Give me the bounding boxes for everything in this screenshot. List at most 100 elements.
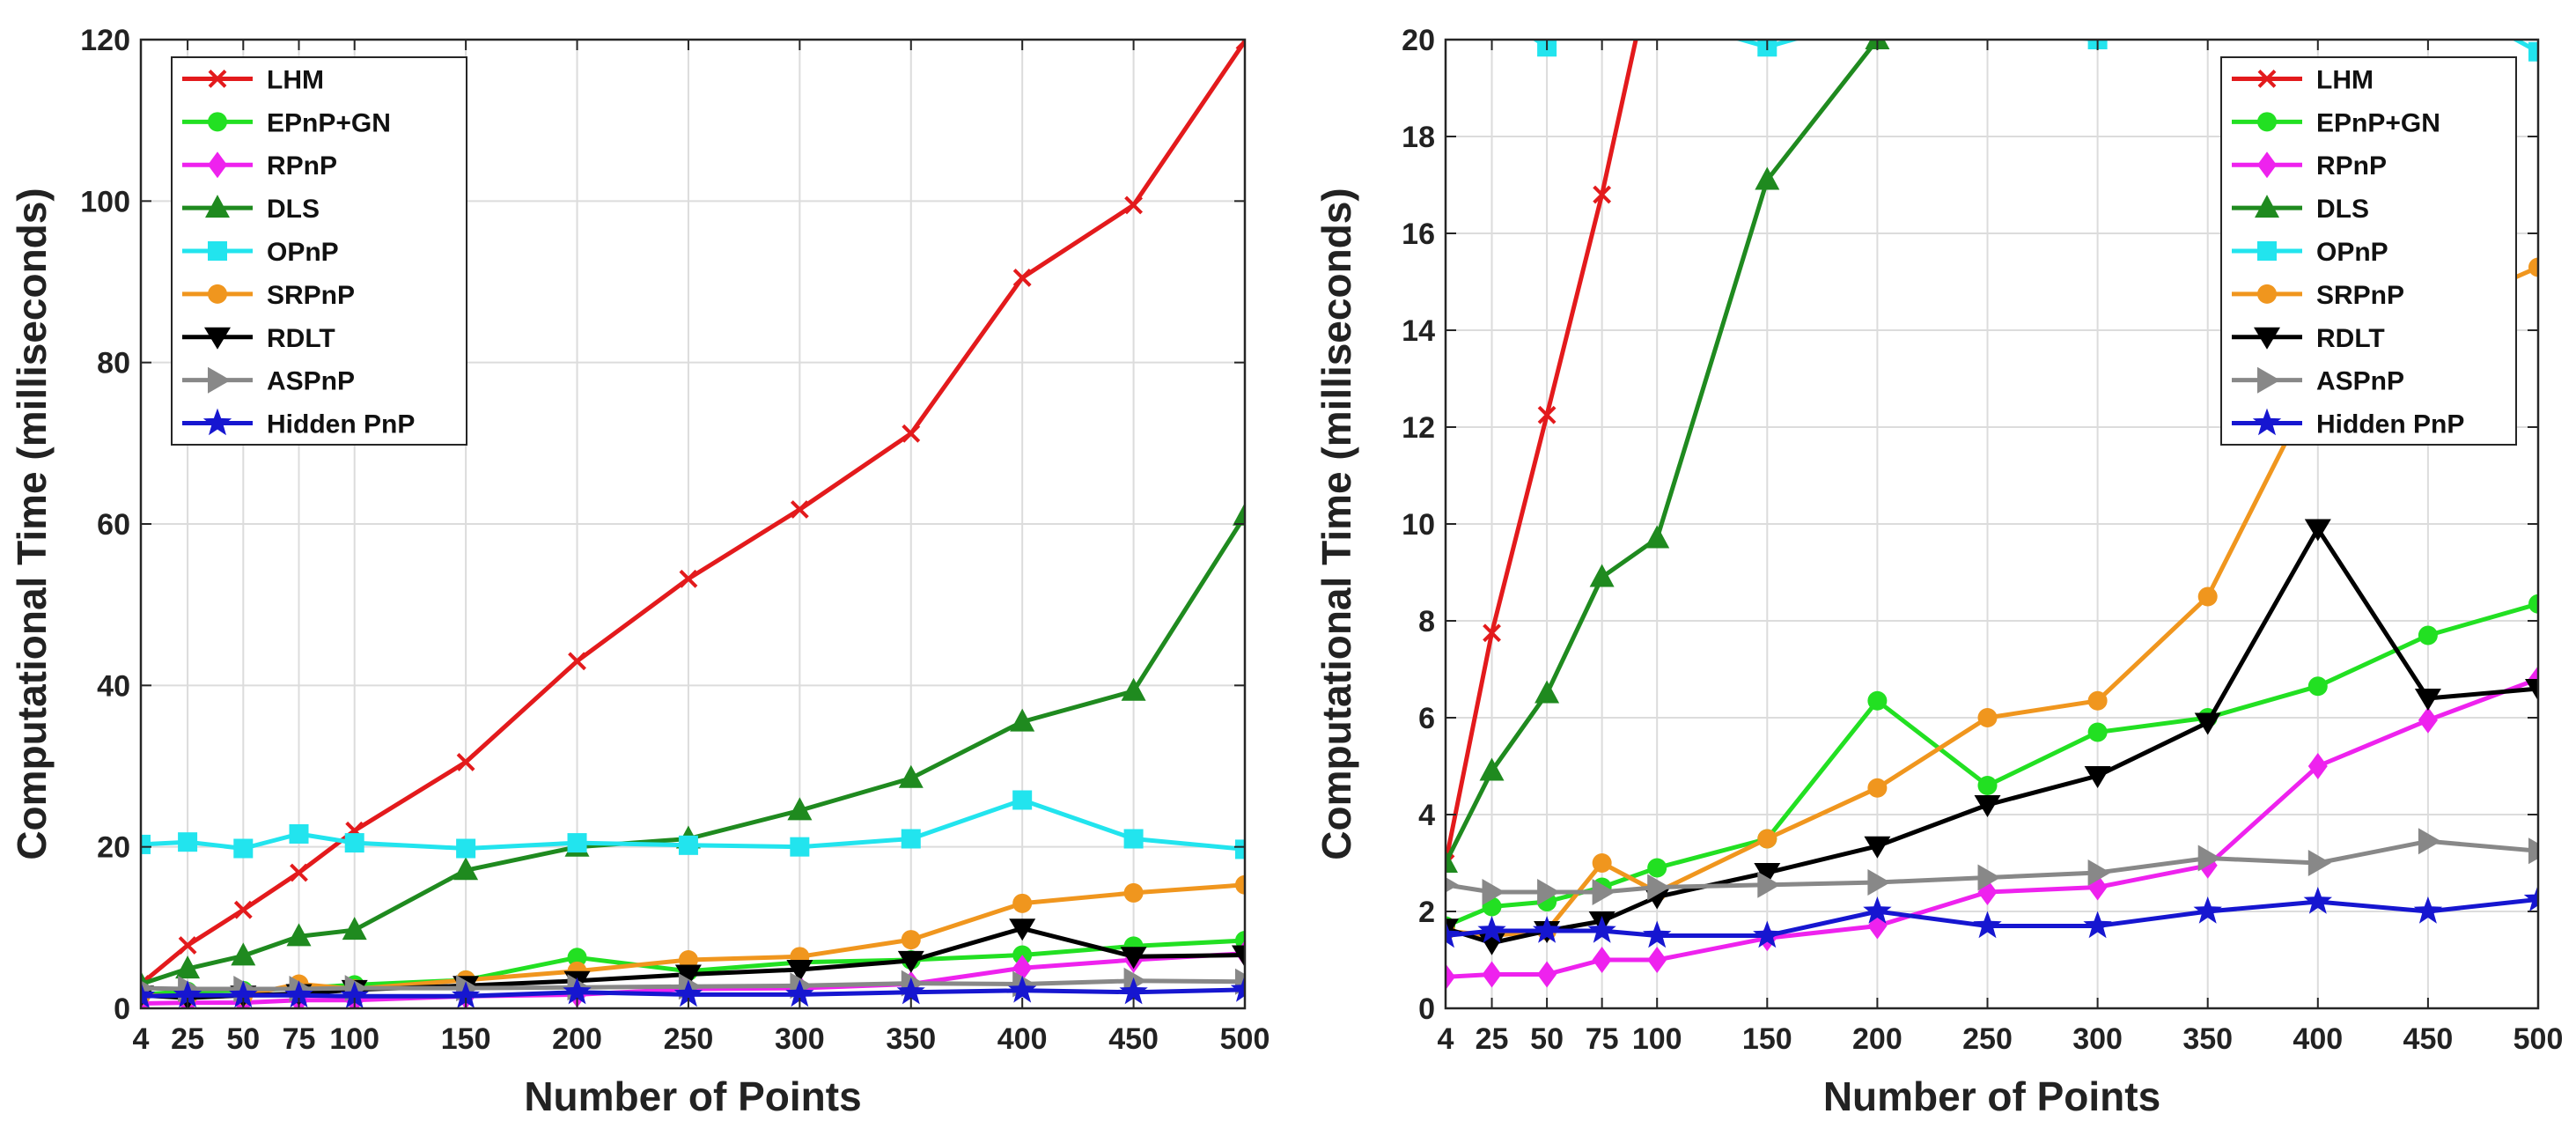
data-point-lhm-11 <box>1124 195 1144 215</box>
data-point-lhm-1 <box>178 936 197 955</box>
data-point-dls-5 <box>1755 166 1780 190</box>
series-group <box>141 40 1245 1008</box>
x-tick-label-1: 25 <box>1476 1022 1509 1056</box>
data-point-hidden-pnp-5 <box>1753 920 1782 948</box>
legend-label-opnp: OPnP <box>2316 238 2388 267</box>
legend-label-srpnp: SRPnP <box>2316 281 2404 310</box>
data-point-rdlt-11 <box>2414 689 2441 711</box>
data-point-rdlt-10 <box>1009 918 1036 941</box>
data-point-hidden-pnp-8 <box>2083 911 2112 939</box>
data-point-lhm-7-stroke-b <box>679 569 698 588</box>
legend: LHM EPnP+GN RPnP DLS OPnP SRPnP RDLT ASPnP Hidde… <box>171 56 467 446</box>
y-tick-label-0: 0 <box>114 992 130 1026</box>
data-point-dls-5 <box>453 857 479 881</box>
data-point-opnp-9 <box>901 829 921 849</box>
data-point-dls-12 <box>1233 502 1245 526</box>
data-point-dls-2 <box>231 942 256 966</box>
data-point-opnp-12 <box>2528 41 2538 62</box>
legend-marker-rpnp <box>208 151 227 179</box>
legend-marker-srpnp <box>2257 284 2277 304</box>
data-point-rpnp-0 <box>1446 963 1455 991</box>
y-tick-label-1: 20 <box>97 831 130 865</box>
legend-marker-dls <box>2255 195 2279 218</box>
y-tick-label-8: 16 <box>1402 218 1435 251</box>
data-point-lhm-3-stroke-b <box>1593 185 1612 204</box>
legend-marker-epnp-gn <box>2257 112 2277 132</box>
data-point-srpnp-9 <box>2197 586 2218 607</box>
legend-item-srpnp: SRPnP <box>182 281 355 310</box>
data-point-rpnp-1 <box>1482 961 1502 988</box>
x-tick-label-10: 400 <box>2293 1022 2343 1056</box>
data-point-rdlt-10 <box>2304 519 2331 542</box>
x-tick-label-5: 150 <box>441 1022 491 1056</box>
data-point-rpnp-3 <box>1592 947 1612 973</box>
legend-label-dls: DLS <box>267 195 320 224</box>
legend-item-srpnp: SRPnP <box>2232 281 2404 310</box>
legend-label-opnp: OPnP <box>267 238 339 267</box>
x-tick-label-4: 100 <box>329 1022 379 1056</box>
legend-label-hidden-pnp: Hidden PnP <box>2316 410 2464 439</box>
data-point-lhm-3-stroke-b <box>290 863 308 882</box>
x-tick-label-8: 300 <box>2072 1022 2123 1056</box>
y-tick-label-9: 18 <box>1402 121 1435 154</box>
legend-label-dls: DLS <box>2316 195 2369 224</box>
legend-item-dls: DLS <box>182 195 320 224</box>
data-point-srpnp-10 <box>1012 893 1033 913</box>
data-point-rdlt-9 <box>897 950 924 973</box>
data-point-lhm-2-stroke-b <box>1537 405 1557 424</box>
data-point-srpnp-3 <box>1592 853 1612 873</box>
data-point-hidden-pnp-11 <box>1119 977 1148 1005</box>
legend-marker-rdlt <box>2254 327 2280 350</box>
data-point-dls-1 <box>1479 757 1505 781</box>
data-point-dls-7 <box>1976 0 2000 1</box>
data-point-opnp-1 <box>178 832 198 852</box>
data-point-epnp-gn-8 <box>2087 722 2108 742</box>
data-point-lhm-10-stroke-b <box>1012 269 1032 287</box>
data-point-lhm-2 <box>1537 405 1557 424</box>
x-tick-label-5: 150 <box>1742 1022 1792 1056</box>
data-point-hidden-pnp-3 <box>284 980 313 1008</box>
data-point-dls-10 <box>1010 708 1035 732</box>
y-axis-label: Computational Time (milliseconds) <box>9 188 55 859</box>
data-point-opnp-7 <box>1977 20 1997 40</box>
data-point-aspnp-6 <box>1867 869 1891 896</box>
data-point-srpnp-6 <box>1867 778 1888 798</box>
legend-item-lhm: LHM <box>182 65 324 94</box>
data-point-srpnp-5 <box>1757 829 1777 849</box>
y-tick-label-4: 80 <box>97 347 130 380</box>
data-point-srpnp-8 <box>2087 690 2108 711</box>
legend-label-rdlt: RDLT <box>2316 324 2385 353</box>
data-point-epnp-gn-11 <box>2418 625 2438 645</box>
data-point-aspnp-7 <box>1977 864 2001 891</box>
data-point-lhm-1 <box>1483 623 1501 643</box>
x-tick-label-11: 450 <box>2403 1022 2454 1056</box>
legend-marker-epnp-gn <box>208 112 227 132</box>
legend-label-rpnp: RPnP <box>2316 151 2387 181</box>
data-point-opnp-9 <box>2198 0 2218 1</box>
data-point-rdlt-9 <box>2194 712 2221 735</box>
data-point-hidden-pnp-9 <box>896 977 925 1005</box>
data-point-rdlt-12 <box>1232 945 1245 968</box>
data-point-hidden-pnp-4 <box>1643 920 1672 948</box>
data-point-lhm-9 <box>902 424 921 443</box>
data-point-aspnp-4 <box>1647 874 1671 901</box>
x-tick-label-1: 25 <box>171 1022 204 1056</box>
data-point-lhm-8-stroke-b <box>790 500 809 519</box>
legend-label-rpnp: RPnP <box>267 151 337 181</box>
legend-item-opnp: OPnP <box>2232 238 2388 267</box>
legend-item-hidden-pnp: Hidden PnP <box>2232 408 2464 439</box>
data-point-rpnp-2 <box>1537 961 1557 988</box>
legend-marker-aspnp <box>2257 366 2280 394</box>
x-axis-label: Number of Points <box>524 1073 861 1119</box>
data-point-hidden-pnp-9 <box>2193 896 2222 924</box>
legend-item-rdlt: RDLT <box>182 324 335 353</box>
data-point-lhm-7 <box>679 569 698 588</box>
data-point-lhm-2 <box>233 900 253 919</box>
data-point-aspnp-10 <box>2307 850 2331 876</box>
data-point-hidden-pnp-11 <box>2413 896 2443 924</box>
data-point-hidden-pnp-8 <box>785 979 814 1007</box>
ticks: 4 25 50 75 100 150 200 250 300 350 400 450 500 0 20 40 6… <box>80 24 1270 1056</box>
y-tick-label-1: 2 <box>1418 896 1435 929</box>
data-point-hidden-pnp-1 <box>173 980 202 1008</box>
data-point-hidden-pnp-6 <box>563 977 592 1005</box>
